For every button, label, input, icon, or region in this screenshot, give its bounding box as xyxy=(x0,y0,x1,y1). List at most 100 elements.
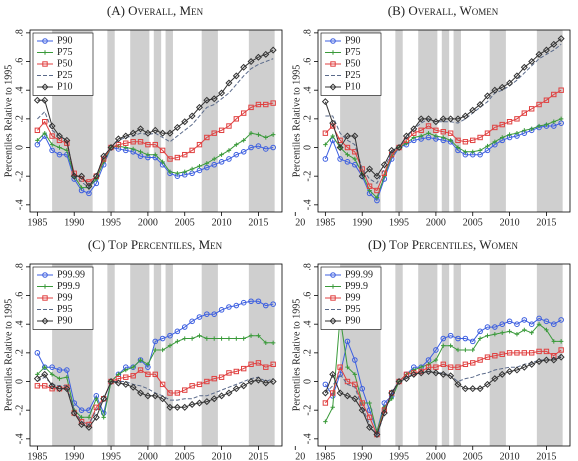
marker xyxy=(204,336,210,341)
marker xyxy=(395,378,403,386)
marker xyxy=(528,58,536,66)
marker xyxy=(122,380,130,388)
marker xyxy=(330,405,335,410)
marker xyxy=(374,187,380,194)
marker xyxy=(484,324,491,330)
marker xyxy=(521,350,528,356)
marker xyxy=(491,86,499,94)
marker xyxy=(470,137,476,144)
marker xyxy=(85,423,93,431)
marker xyxy=(233,368,240,375)
marker xyxy=(402,375,410,383)
marker xyxy=(367,400,372,406)
marker xyxy=(498,83,506,91)
marker xyxy=(329,370,337,378)
panel: (D) Top Percentiles, Women Percentiles Re… xyxy=(291,237,571,461)
x-tick-label: 2005 xyxy=(175,451,195,461)
shaded-period xyxy=(201,264,218,446)
marker xyxy=(448,343,453,348)
marker xyxy=(462,361,469,368)
marker xyxy=(410,370,418,378)
panel-title: (B) Overall, Women xyxy=(388,3,499,18)
marker xyxy=(153,347,158,353)
legend-label: P75 xyxy=(345,47,361,58)
marker xyxy=(536,348,542,355)
marker xyxy=(461,112,469,120)
y-tick-label: .2 xyxy=(302,115,313,123)
y-tick-label: .8 xyxy=(14,263,25,271)
marker xyxy=(42,50,48,55)
marker xyxy=(329,119,337,127)
marker xyxy=(395,144,403,152)
marker xyxy=(321,389,329,397)
marker xyxy=(78,407,85,413)
marker xyxy=(255,143,262,149)
y-tick-label: .4 xyxy=(302,86,313,94)
marker xyxy=(558,87,564,93)
marker xyxy=(189,166,195,172)
marker xyxy=(520,363,528,371)
marker xyxy=(426,130,431,136)
shaded-period xyxy=(441,264,450,446)
marker xyxy=(330,295,336,301)
series-line xyxy=(324,38,562,178)
marker xyxy=(432,369,440,377)
marker xyxy=(521,317,528,323)
marker xyxy=(477,336,483,341)
marker xyxy=(536,321,542,327)
marker xyxy=(34,383,41,389)
marker xyxy=(373,431,381,439)
marker xyxy=(56,151,63,158)
marker xyxy=(557,353,565,361)
marker xyxy=(448,138,453,143)
marker xyxy=(145,371,151,378)
marker xyxy=(240,149,247,155)
panel-title: (D) Top Percentiles, Women xyxy=(368,237,519,252)
marker xyxy=(203,96,211,104)
marker xyxy=(359,385,366,392)
marker xyxy=(204,161,210,166)
marker xyxy=(145,362,151,367)
marker xyxy=(218,392,226,400)
marker xyxy=(330,390,336,396)
marker xyxy=(337,364,343,370)
marker xyxy=(528,360,536,368)
marker xyxy=(447,130,454,136)
marker xyxy=(529,126,534,132)
marker xyxy=(130,139,136,145)
marker xyxy=(175,339,180,344)
marker xyxy=(439,115,447,123)
marker xyxy=(240,110,247,116)
marker xyxy=(433,357,439,363)
marker xyxy=(499,121,505,128)
marker xyxy=(151,392,159,400)
marker xyxy=(42,364,47,370)
marker xyxy=(543,318,550,325)
marker xyxy=(551,119,556,124)
shaded-period xyxy=(153,30,162,212)
legend-label: P50 xyxy=(345,58,361,69)
marker xyxy=(241,138,246,143)
marker xyxy=(323,419,328,424)
marker xyxy=(144,129,152,137)
marker xyxy=(270,100,276,106)
marker xyxy=(234,142,239,147)
marker xyxy=(352,357,358,363)
marker xyxy=(476,385,484,393)
marker xyxy=(248,130,254,136)
marker xyxy=(219,152,224,157)
marker xyxy=(233,116,240,122)
marker xyxy=(130,364,136,370)
marker xyxy=(485,333,490,338)
marker xyxy=(440,361,446,368)
marker xyxy=(167,390,173,396)
marker xyxy=(107,144,115,152)
y-tick-label: -.4 xyxy=(302,433,313,444)
marker xyxy=(226,370,232,376)
marker xyxy=(144,392,152,400)
marker xyxy=(55,132,63,140)
series-line xyxy=(37,135,274,195)
marker xyxy=(225,79,233,87)
marker xyxy=(484,354,491,360)
